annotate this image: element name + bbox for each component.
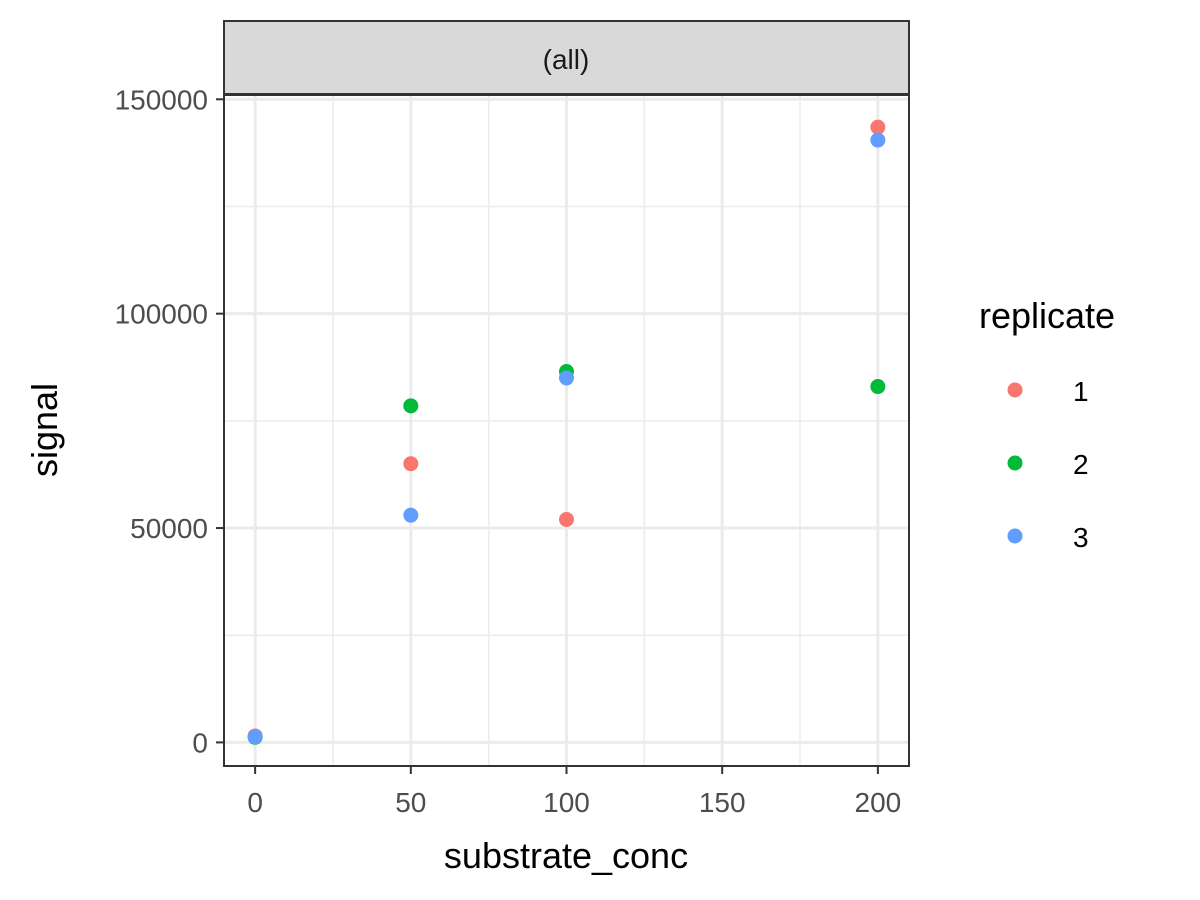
x-tick-label: 100 [543, 787, 590, 818]
legend-key-3 [1007, 528, 1023, 544]
legend-label-3: 3 [1073, 522, 1089, 553]
y-tick-label: 150000 [115, 84, 208, 115]
x-axis-title: substrate_conc [444, 835, 688, 876]
x-tick-label: 150 [699, 787, 746, 818]
facet-strip [223, 20, 910, 95]
data-point-replicate-3 [403, 507, 419, 523]
legend-label-1: 1 [1073, 376, 1089, 407]
y-tick-label: 100000 [115, 299, 208, 330]
points-layer [247, 119, 886, 745]
y-axis: 0 50000 100000 150000 [115, 84, 224, 758]
y-axis-title: signal [24, 383, 65, 477]
facet-strip-label: (all) [543, 44, 590, 75]
legend-key-2 [1007, 455, 1023, 471]
data-point-replicate-2 [870, 379, 886, 395]
x-tick-label: 50 [395, 787, 426, 818]
x-tick-label: 200 [855, 787, 902, 818]
y-tick-label: 50000 [130, 513, 208, 544]
data-point-replicate-1 [403, 456, 419, 472]
y-tick-label: 0 [192, 727, 208, 758]
legend: replicate 1 2 3 [979, 295, 1115, 553]
data-point-replicate-3 [247, 729, 263, 745]
x-axis: 0 50 100 150 200 [247, 766, 901, 818]
legend-key-1 [1007, 382, 1023, 398]
legend-entries: 1 2 3 [1007, 376, 1089, 553]
data-point-replicate-3 [559, 370, 574, 386]
x-tick-label: 0 [247, 787, 263, 818]
grid-layer [224, 95, 909, 766]
legend-title: replicate [979, 295, 1115, 336]
data-point-replicate-2 [403, 398, 419, 414]
data-point-replicate-1 [559, 511, 574, 527]
legend-label-2: 2 [1073, 449, 1089, 480]
data-point-replicate-3 [870, 132, 886, 148]
data-point-replicate-1 [870, 119, 886, 135]
